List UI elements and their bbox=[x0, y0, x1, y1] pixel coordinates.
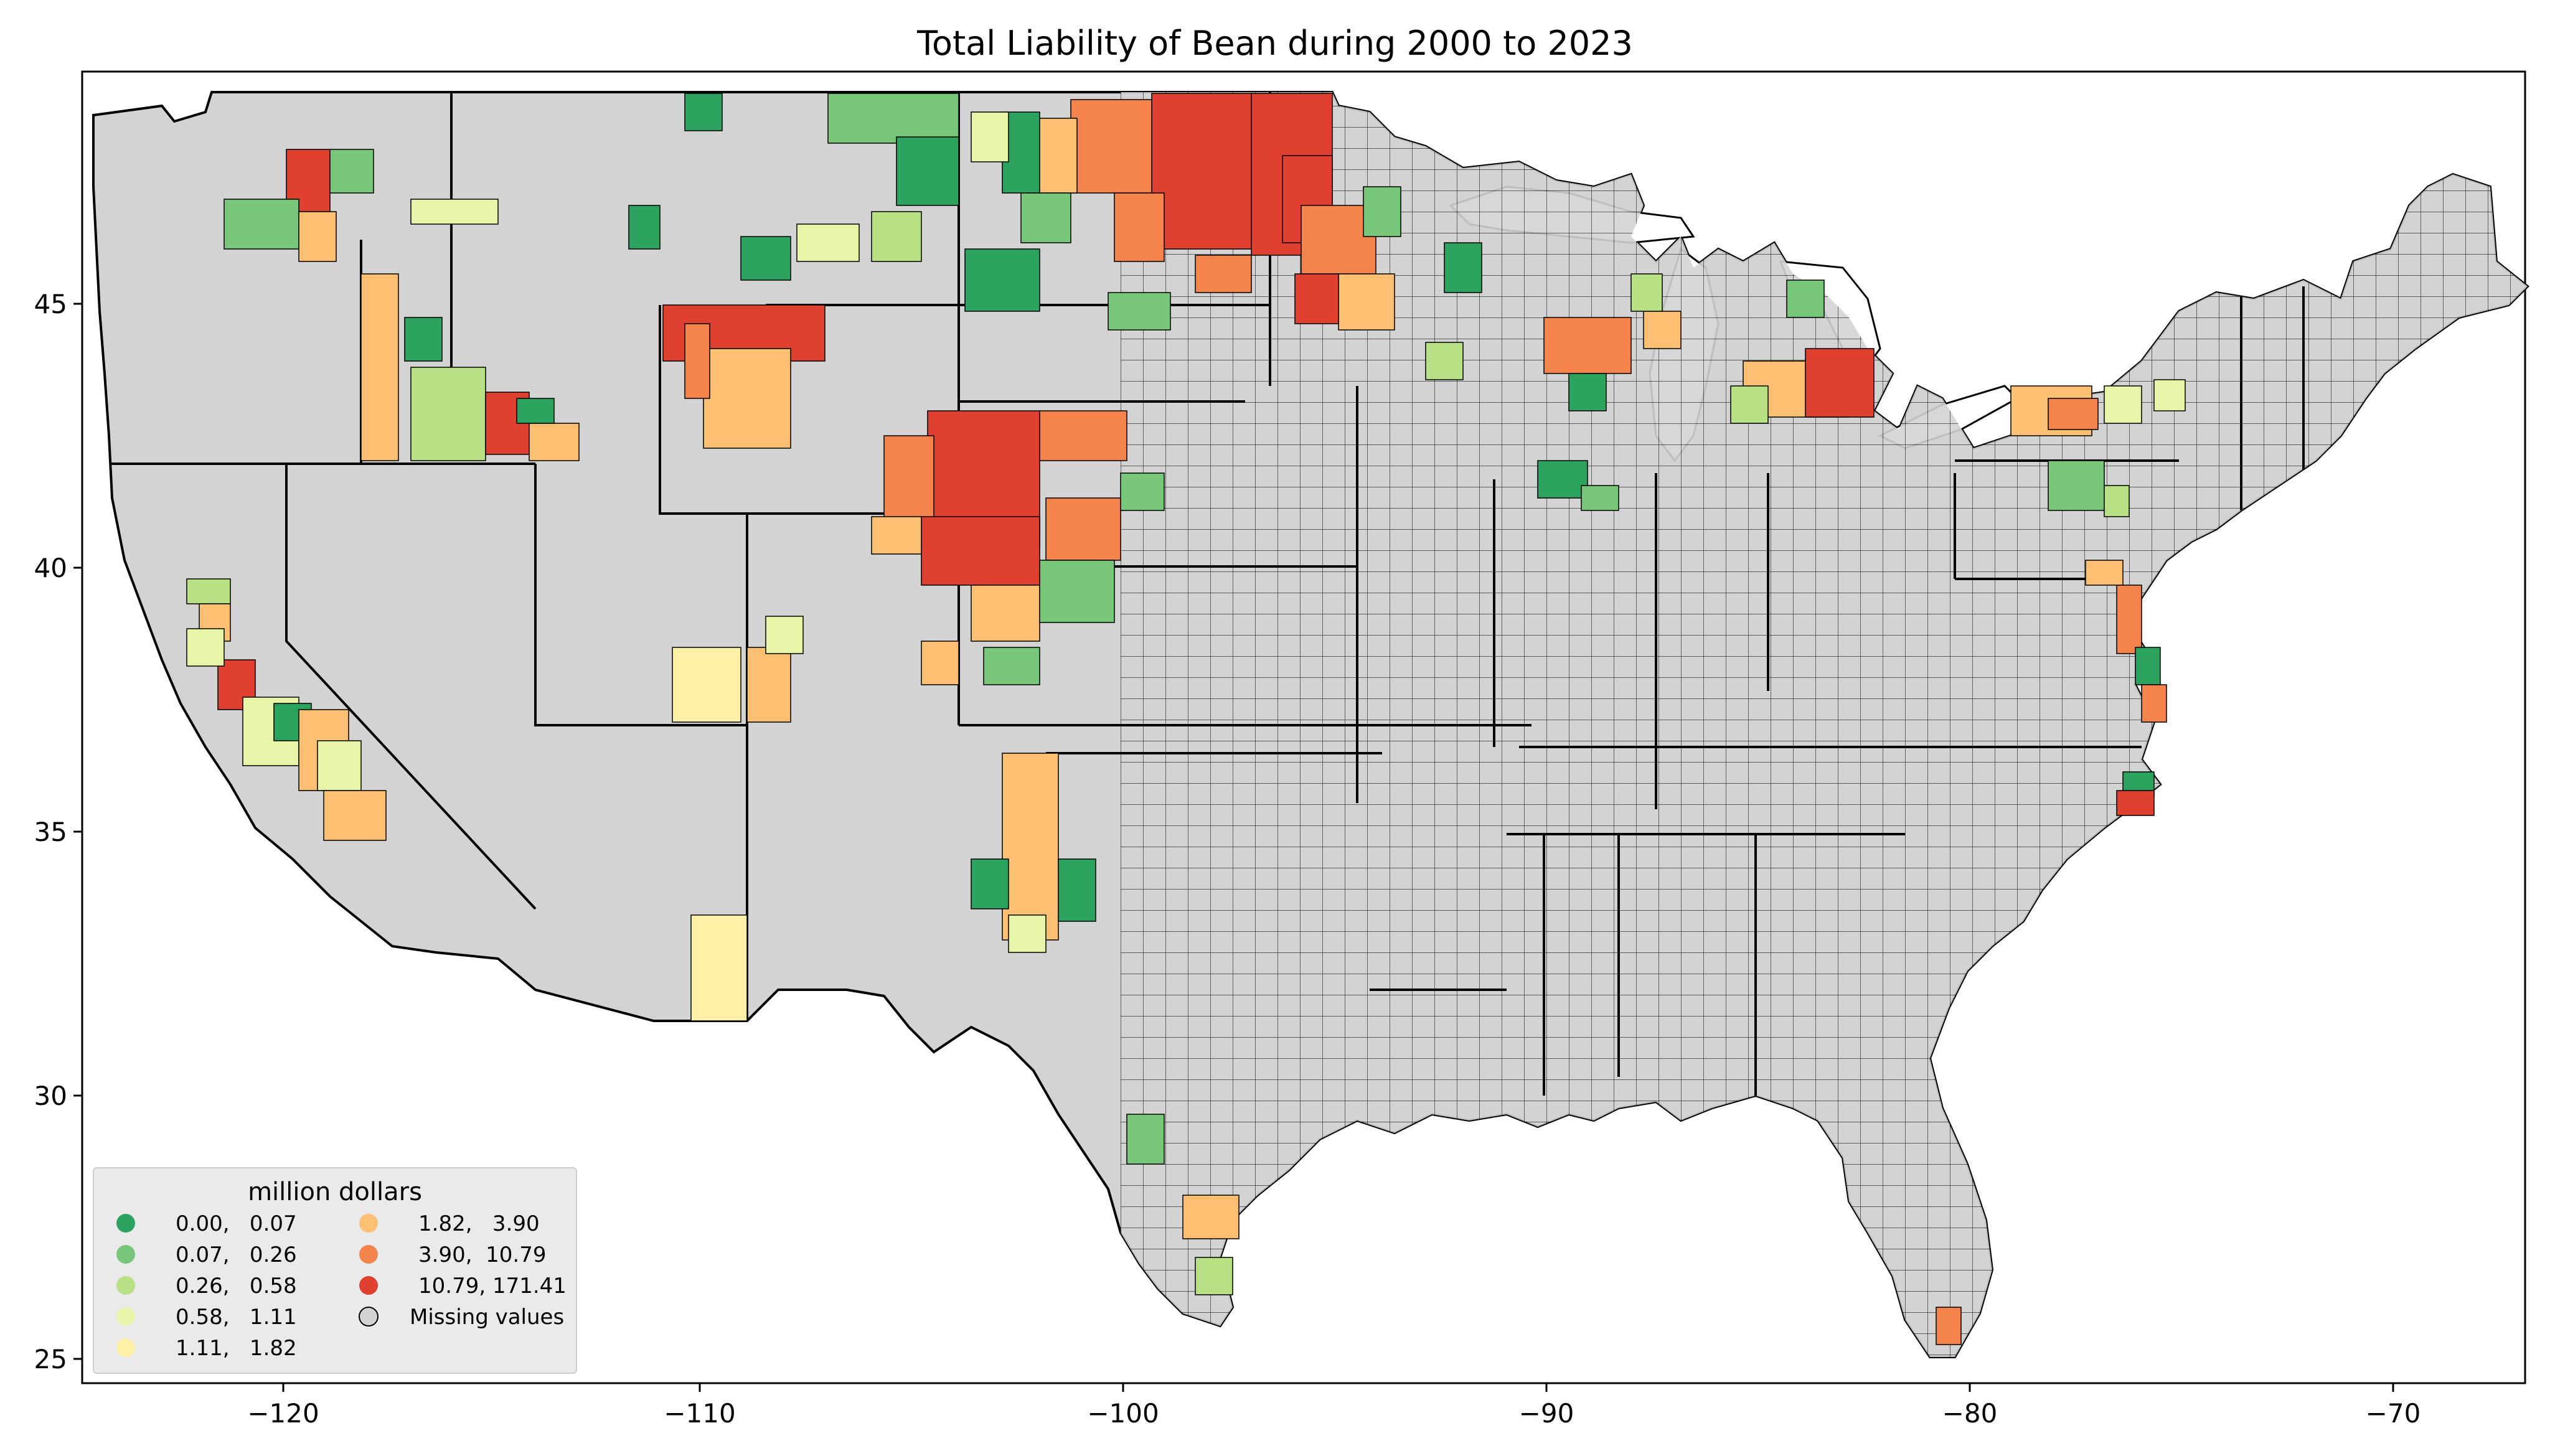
legend-swatch bbox=[116, 1276, 135, 1295]
y-axis: 25 30 35 40 45 bbox=[34, 289, 82, 1374]
legend-label: 3.90, 10.79 bbox=[418, 1242, 546, 1267]
legend-label: 1.11, 1.82 bbox=[176, 1336, 297, 1361]
x-axis: −120 −110 −100 −90 −80 −70 bbox=[247, 1383, 2421, 1429]
legend-label: 0.26, 0.58 bbox=[176, 1274, 297, 1299]
y-tick-label: 30 bbox=[34, 1081, 67, 1111]
legend-swatch bbox=[359, 1214, 378, 1233]
x-tick-label: −70 bbox=[2366, 1398, 2421, 1429]
y-tick-label: 45 bbox=[34, 289, 67, 319]
legend-label: 1.82, 3.90 bbox=[418, 1211, 540, 1236]
legend-title: million dollars bbox=[248, 1178, 422, 1206]
county-fills bbox=[186, 93, 2186, 1345]
legend-swatch bbox=[116, 1307, 135, 1326]
legend-swatch bbox=[116, 1245, 135, 1264]
x-tick-label: −80 bbox=[1942, 1398, 1998, 1429]
legend-label: 0.58, 1.11 bbox=[176, 1305, 297, 1330]
y-tick-label: 25 bbox=[34, 1344, 67, 1374]
x-tick-label: −110 bbox=[664, 1398, 735, 1429]
legend-swatch bbox=[359, 1276, 378, 1295]
legend-swatch bbox=[359, 1245, 378, 1264]
legend-swatch bbox=[359, 1307, 379, 1327]
legend-box bbox=[93, 1167, 577, 1374]
legend-swatch bbox=[116, 1338, 135, 1357]
legend-label: 10.79, 171.41 bbox=[418, 1274, 567, 1299]
legend-label: Missing values bbox=[410, 1305, 564, 1330]
x-tick-label: −100 bbox=[1087, 1398, 1159, 1429]
y-tick-label: 35 bbox=[34, 817, 67, 847]
x-tick-label: −120 bbox=[247, 1398, 319, 1429]
legend-label: 0.00, 0.07 bbox=[176, 1211, 297, 1236]
legend: million dollars 0.00, 0.07 0.07, 0.26 0.… bbox=[93, 1167, 577, 1374]
y-tick-label: 40 bbox=[34, 553, 67, 583]
legend-swatch bbox=[116, 1214, 135, 1233]
legend-label: 0.07, 0.26 bbox=[176, 1242, 297, 1267]
map-title: Total Liability of Bean during 2000 to 2… bbox=[917, 24, 1633, 63]
x-tick-label: −90 bbox=[1519, 1398, 1574, 1429]
